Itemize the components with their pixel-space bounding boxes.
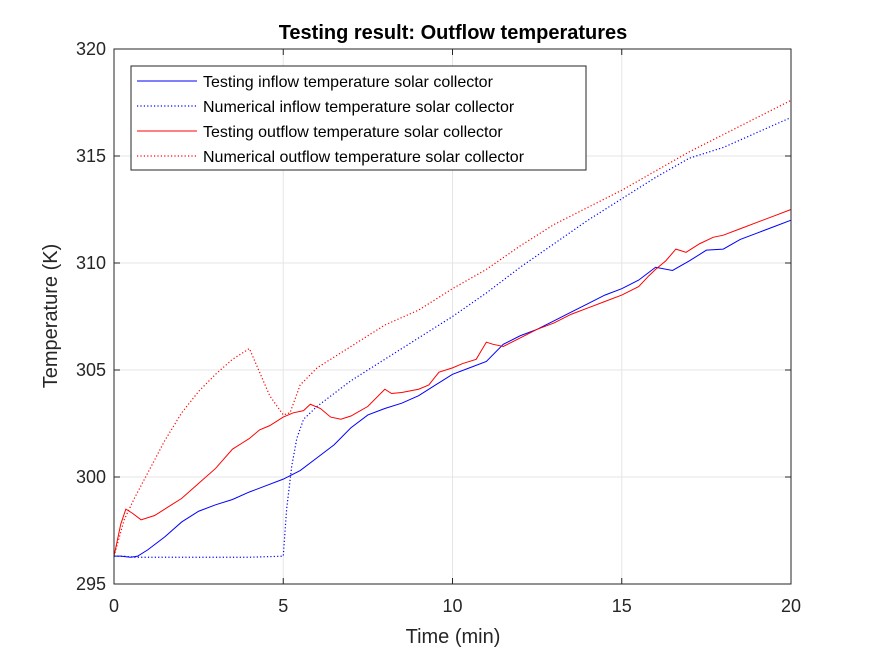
x-tick-label: 10 (442, 596, 462, 616)
legend-item: Testing inflow temperature solar collect… (137, 74, 494, 91)
series-line-1 (114, 219, 792, 558)
axes: 0 5 10 15 20 295 300 305 310 315 320 (76, 39, 801, 616)
legend-box (130, 65, 587, 171)
chart-title: Testing result: Outflow temperatures (279, 22, 628, 44)
x-axis-label: Time (min) (406, 626, 501, 648)
series-group (113, 99, 792, 558)
x-tick-label: 5 (278, 596, 288, 616)
y-tick-label: 320 (76, 39, 106, 59)
legend-label: Numerical outflow temperature solar coll… (203, 149, 525, 166)
y-tick-label: 310 (76, 253, 106, 273)
y-axis-label: Temperature (K) (40, 244, 62, 389)
y-tick-label: 305 (76, 360, 106, 380)
y-tick-label: 315 (76, 146, 106, 166)
legend-label: Testing outflow temperature solar collec… (203, 124, 503, 141)
legend-item: Numerical outflow temperature solar coll… (137, 149, 525, 166)
x-tick-label: 0 (109, 596, 119, 616)
series-line-2 (114, 116, 792, 558)
legend-label: Testing inflow temperature solar collect… (203, 74, 494, 91)
x-tick-label: 15 (612, 596, 632, 616)
legend-item: Numerical inflow temperature solar colle… (137, 99, 515, 116)
series-line-3 (113, 209, 792, 557)
x-tick-label: 20 (781, 596, 801, 616)
y-tick-label: 300 (76, 467, 106, 487)
series-line-4 (113, 99, 792, 557)
y-tick-label: 295 (76, 574, 106, 594)
legend: Testing inflow temperature solar collect… (130, 65, 587, 171)
legend-label: Numerical inflow temperature solar colle… (203, 99, 515, 116)
legend-item: Testing outflow temperature solar collec… (137, 124, 503, 141)
